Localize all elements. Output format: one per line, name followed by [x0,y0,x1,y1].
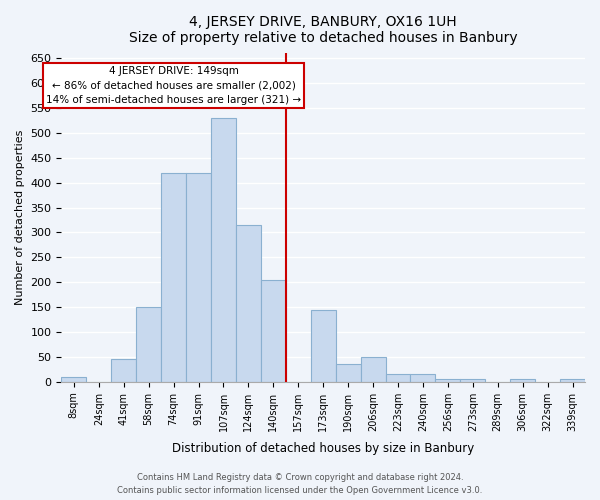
Bar [560,380,585,382]
Bar [386,374,410,382]
Bar [311,310,335,382]
Bar [410,374,436,382]
Bar [335,364,361,382]
Bar [161,173,186,382]
Bar [136,307,161,382]
Bar [361,357,386,382]
Text: 4 JERSEY DRIVE: 149sqm
← 86% of detached houses are smaller (2,002)
14% of semi-: 4 JERSEY DRIVE: 149sqm ← 86% of detached… [46,66,301,106]
Bar [111,360,136,382]
Bar [436,380,460,382]
Bar [236,225,261,382]
Bar [261,280,286,382]
Bar [460,380,485,382]
Bar [510,380,535,382]
Bar [61,377,86,382]
X-axis label: Distribution of detached houses by size in Banbury: Distribution of detached houses by size … [172,442,475,455]
Y-axis label: Number of detached properties: Number of detached properties [15,130,25,305]
Bar [186,173,211,382]
Text: Contains HM Land Registry data © Crown copyright and database right 2024.
Contai: Contains HM Land Registry data © Crown c… [118,474,482,495]
Bar [211,118,236,382]
Title: 4, JERSEY DRIVE, BANBURY, OX16 1UH
Size of property relative to detached houses : 4, JERSEY DRIVE, BANBURY, OX16 1UH Size … [129,15,518,45]
